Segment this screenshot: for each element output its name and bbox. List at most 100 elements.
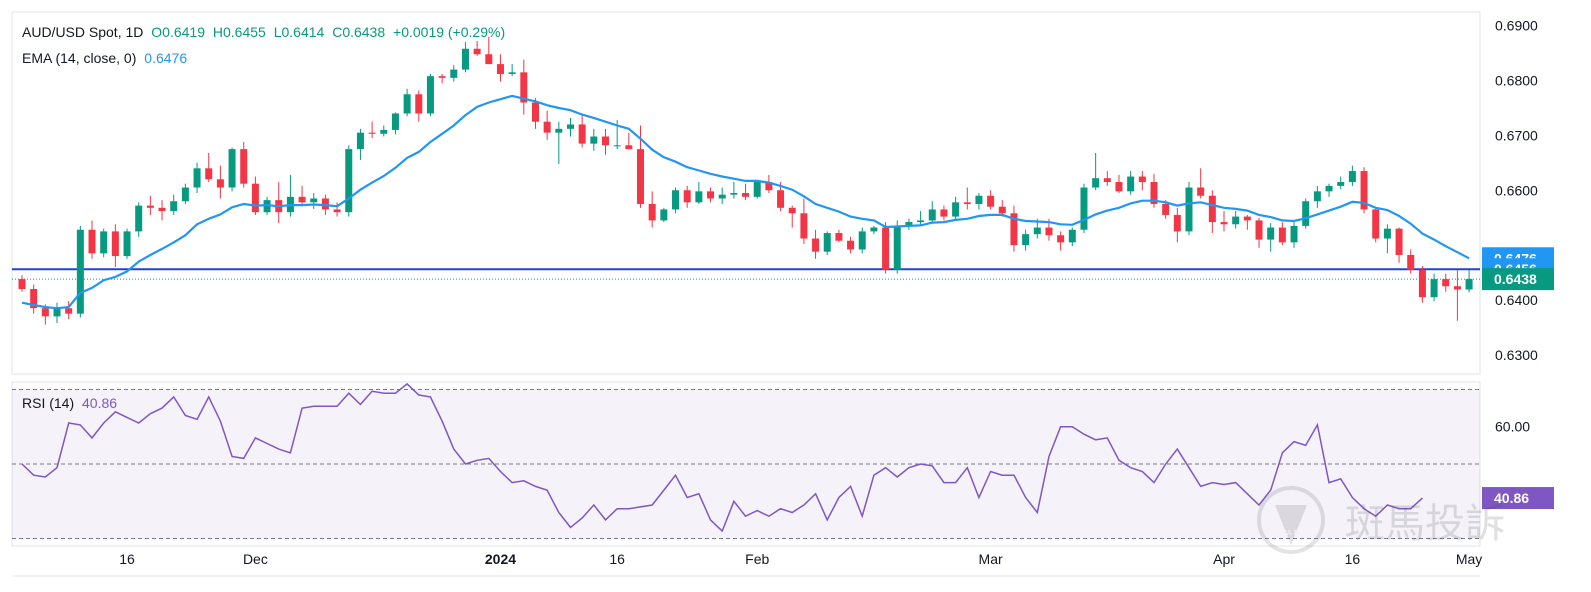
candle-body: [555, 128, 563, 133]
candle-body: [1255, 220, 1263, 240]
candle-body: [1220, 222, 1228, 225]
rsi-band: [12, 389, 1480, 539]
candle-body: [1348, 171, 1356, 183]
candle-body: [1080, 187, 1088, 230]
price-tick-label: 0.6800: [1495, 73, 1538, 89]
time-tick-label: 2024: [485, 551, 516, 567]
candle-body: [1278, 227, 1286, 243]
zebra-watermark: ZEBRA BROK 斑馬投訴: [1257, 486, 1505, 554]
time-tick-label: 16: [609, 551, 625, 567]
candle-body: [76, 229, 84, 314]
candle-body: [1162, 203, 1170, 215]
candle-body: [1360, 171, 1368, 210]
candle-body: [438, 76, 446, 78]
candle-body: [1453, 286, 1461, 290]
candle-body: [1395, 228, 1403, 255]
candle-body: [870, 227, 878, 232]
rsi-value-label: 40.86: [1494, 490, 1529, 506]
candle-body: [391, 113, 399, 130]
rsi-value-box: [1482, 487, 1554, 510]
candle-body: [777, 190, 785, 208]
candle-body: [111, 231, 119, 257]
close-value: C0.6438: [332, 24, 386, 40]
candle-body: [496, 64, 504, 74]
candle-body: [415, 94, 423, 114]
candle-body: [1430, 279, 1438, 298]
candle-body: [1232, 216, 1240, 225]
candle-body: [590, 136, 598, 144]
candle-body: [181, 187, 189, 202]
candle-body: [1243, 216, 1251, 221]
time-tick-label: Apr: [1213, 551, 1235, 567]
price-label-box: [1482, 268, 1554, 291]
candle-body: [1407, 254, 1415, 270]
candle-body: [1057, 235, 1065, 243]
symbol-label: AUD/USD Spot, 1D: [22, 24, 144, 40]
candle-body: [321, 198, 329, 210]
low-value: L0.6414: [273, 24, 325, 40]
candle-body: [135, 205, 143, 232]
candle-body: [1383, 228, 1391, 239]
candle-body: [858, 231, 866, 250]
candle-body: [543, 121, 551, 133]
candle-body: [100, 231, 108, 254]
candle-body: [788, 207, 796, 214]
candle-body: [1185, 187, 1193, 232]
candle-body: [53, 308, 61, 317]
candle-body: [905, 222, 913, 226]
candle-body: [683, 190, 691, 203]
candle-body: [170, 201, 178, 212]
ohlc-legend: AUD/USD Spot, 1D O0.6419 H0.6455 L0.6414…: [22, 24, 509, 40]
candle-body: [1418, 269, 1426, 298]
candle-body: [940, 209, 948, 217]
candle-body: [730, 193, 738, 195]
candle-body: [450, 69, 458, 78]
change-value: +0.0019 (+0.29%): [393, 24, 506, 40]
candle-body: [1010, 213, 1018, 246]
candle-body: [1115, 182, 1123, 192]
candle-body: [987, 195, 995, 207]
candle-body: [1302, 201, 1310, 226]
candle-body: [578, 124, 586, 144]
candle-body: [1337, 182, 1345, 186]
price-pane-border: [11, 11, 1481, 375]
candle-body: [952, 202, 960, 217]
candle-body: [847, 240, 855, 250]
time-tick-label: 16: [1345, 551, 1361, 567]
candle-body: [251, 183, 259, 213]
candle-body: [41, 308, 49, 317]
candle-body: [1138, 176, 1146, 183]
candle-body: [426, 76, 434, 114]
candle-body: [403, 94, 411, 114]
price-tick-label: 0.6300: [1495, 347, 1538, 363]
candle-body: [1127, 176, 1135, 192]
candle-body: [800, 213, 808, 239]
watermark-text: 斑馬投訴: [1345, 501, 1505, 547]
candle-body: [566, 124, 574, 129]
candle-body: [531, 102, 539, 122]
candle-body: [928, 209, 936, 221]
candle-body: [298, 196, 306, 203]
candle-body: [823, 233, 831, 252]
candle-body: [1197, 187, 1205, 196]
candle-body: [473, 48, 481, 55]
candle-body: [158, 207, 166, 212]
candle-body: [508, 72, 516, 74]
candle-body: [88, 229, 96, 254]
candle-body: [1068, 229, 1076, 243]
ema-legend: EMA (14, close, 0) 0.6476: [22, 50, 191, 66]
candle-body: [1092, 178, 1100, 188]
candle-body: [742, 193, 750, 197]
candle-body: [228, 149, 236, 188]
candle-body: [380, 129, 388, 134]
candle-body: [1103, 178, 1111, 183]
candle-body: [1290, 225, 1298, 243]
candle-body: [613, 145, 621, 147]
ema-line: [21, 94, 1470, 310]
time-tick-label: Mar: [979, 551, 1003, 567]
candle-body: [18, 279, 26, 289]
time-tick-label: Feb: [745, 551, 769, 567]
candle-body: [753, 182, 761, 197]
